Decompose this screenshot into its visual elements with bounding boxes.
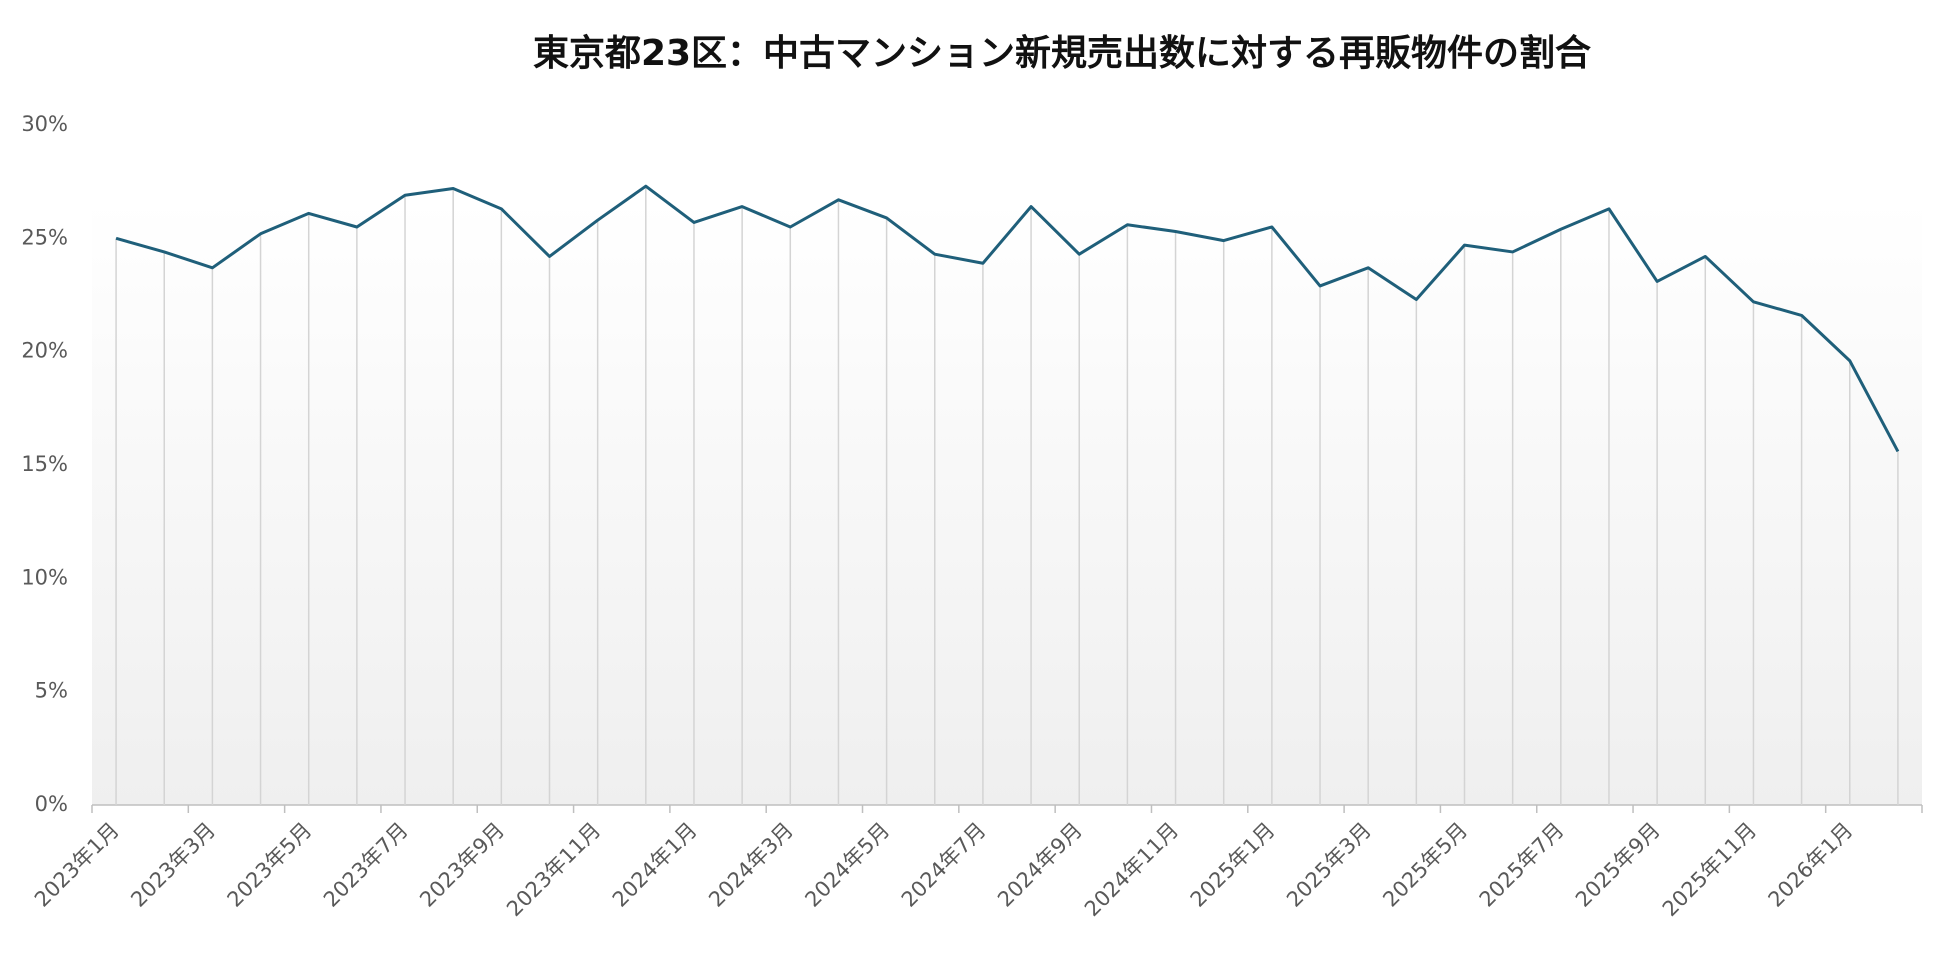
x-tick-label: 2023年9月 [415,818,509,912]
y-tick-label: 20% [21,339,68,363]
x-tick-label: 2024年11月 [1080,818,1183,921]
chart-title: 東京都23区：中古マンション新規売出数に対する再販物件の割合 [533,32,1591,74]
x-tick-label: 2024年5月 [800,818,894,912]
x-tick-label: 2023年5月 [223,818,317,912]
x-tick-label: 2024年9月 [993,818,1087,912]
y-tick-label: 5% [35,679,68,703]
x-tick-label: 2025年11月 [1658,818,1761,921]
y-tick-label: 0% [35,792,68,816]
x-tick-label: 2023年11月 [502,818,605,921]
x-tick-label: 2025年9月 [1571,818,1665,912]
x-tick-label: 2025年7月 [1475,818,1569,912]
x-tick-label: 2023年7月 [319,818,413,912]
data-line [115,184,1900,453]
x-tick-label: 2025年3月 [1282,818,1376,912]
x-tick-label: 2025年5月 [1378,818,1472,912]
x-tick-label: 2024年7月 [897,818,991,912]
x-tick-label: 2024年3月 [704,818,798,912]
y-tick-label: 10% [21,565,68,589]
x-tick-label: 2026年1月 [1764,818,1858,912]
x-tick-label: 2024年1月 [608,818,702,912]
plot-background [92,200,1922,805]
y-tick-label: 15% [21,452,68,476]
y-tick-label: 30% [21,112,68,136]
y-tick-label: 25% [21,225,68,249]
x-tick-label: 2023年3月 [126,818,220,912]
x-tick-label: 2023年1月 [30,818,124,912]
x-tick-label: 2025年1月 [1186,818,1280,912]
